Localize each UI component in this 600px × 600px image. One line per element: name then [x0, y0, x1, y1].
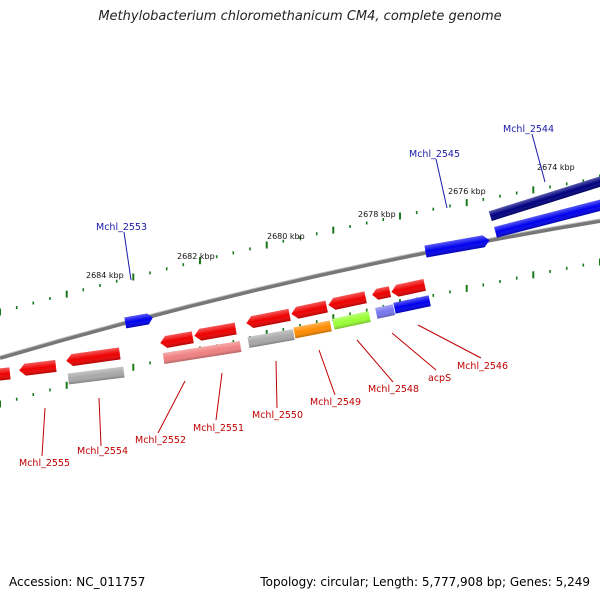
genome-summary-text: Topology: circular; Length: 5,777,908 bp…: [260, 575, 590, 589]
forward-strand-genes: [124, 175, 600, 329]
top-leader-lines: [123, 133, 546, 281]
tick-label: 2684 kbp: [86, 271, 124, 280]
gene-label-mchl-2554[interactable]: Mchl_2554: [77, 446, 128, 457]
gene-label-mchl-2552[interactable]: Mchl_2552: [135, 435, 186, 446]
feature-bars: [67, 295, 431, 385]
gene-label-mchl-2546[interactable]: Mchl_2546: [457, 361, 508, 372]
tick-labels: 2674 kbp 2676 kbp 2678 kbp 2680 kbp 2682…: [86, 163, 575, 280]
gene-label-mchl-2544[interactable]: Mchl_2544: [503, 124, 554, 135]
tick-label: 2674 kbp: [537, 163, 575, 172]
gene-label-mchl-2548[interactable]: Mchl_2548: [368, 384, 419, 395]
tick-label: 2678 kbp: [358, 210, 396, 219]
accession-text: Accession: NC_011757: [9, 575, 146, 589]
genome-backbone: [0, 219, 600, 360]
reverse-strand-genes: [0, 279, 426, 381]
gene-label-mchl-2555[interactable]: Mchl_2555: [19, 458, 70, 469]
outer-tick-row: [0, 174, 600, 316]
gene-label-mchl-2545[interactable]: Mchl_2545: [409, 149, 460, 160]
tick-label: 2676 kbp: [448, 187, 486, 196]
gene-label-mchl-2550[interactable]: Mchl_2550: [252, 410, 303, 421]
tick-label: 2680 kbp: [267, 232, 305, 241]
gene-label-acps[interactable]: acpS: [428, 373, 451, 384]
bottom-gene-labels: Mchl_2546 acpS Mchl_2548 Mchl_2549 Mchl_…: [19, 361, 508, 469]
tick-label: 2682 kbp: [177, 252, 215, 261]
top-gene-labels: Mchl_2544 Mchl_2545 Mchl_2553: [96, 124, 554, 233]
map-title: Methylobacterium chloromethanicum CM4, c…: [98, 9, 502, 24]
gene-label-mchl-2553[interactable]: Mchl_2553: [96, 222, 147, 233]
gene-label-mchl-2549[interactable]: Mchl_2549: [310, 397, 361, 408]
bottom-leader-lines: [41, 324, 482, 457]
gene-label-mchl-2551[interactable]: Mchl_2551: [193, 423, 244, 434]
